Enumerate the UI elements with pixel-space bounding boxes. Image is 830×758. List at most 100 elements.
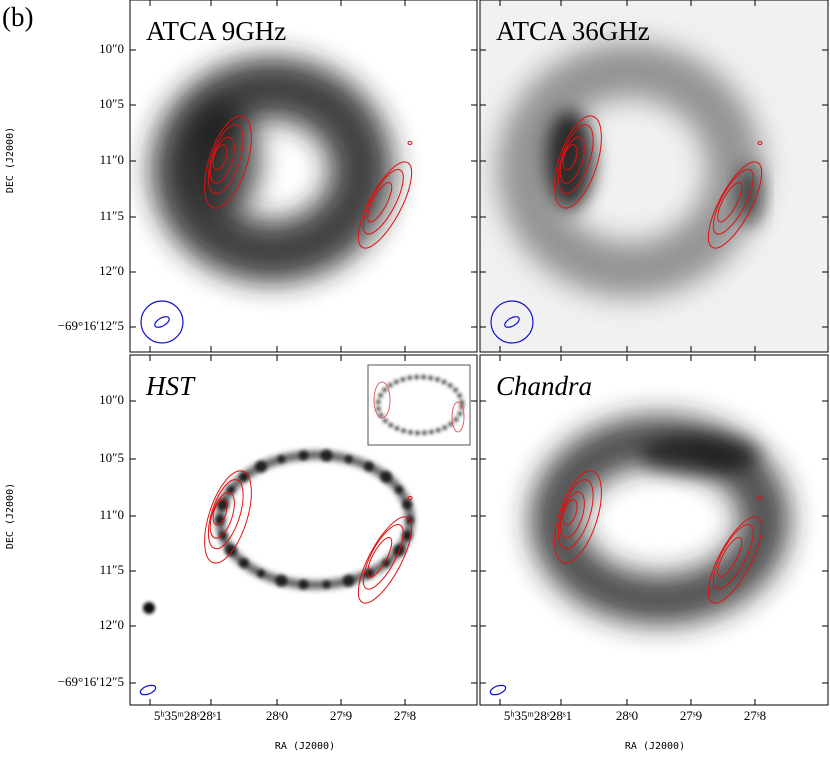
beam [140, 300, 184, 344]
y-tick-label: 12″0 [99, 617, 124, 632]
panel: Chandra [479, 354, 829, 706]
contour [362, 524, 404, 590]
y-tick-label: 11″5 [100, 562, 124, 577]
ring-knot [395, 485, 404, 494]
y-tick-label: −69°16′12″5 [58, 674, 124, 689]
ring-knot [363, 461, 374, 472]
ring-knot [257, 569, 266, 578]
inset-contour [451, 401, 465, 433]
beam [490, 300, 534, 344]
contour [717, 536, 743, 578]
ring-knot [238, 471, 249, 482]
panel-frame [129, 354, 478, 706]
star [143, 602, 155, 614]
x-tick-label: 5ʰ35ᵐ28ˢ2 [154, 708, 206, 723]
ring-knot [298, 579, 309, 590]
contour [712, 524, 754, 590]
beam [154, 316, 170, 328]
panel: ATCA 9GHz [129, 0, 478, 353]
panel-title: ATCA 36GHz [496, 16, 650, 46]
x-tick-label: 28ˢ1 [550, 708, 572, 723]
panel-frame [479, 0, 829, 353]
ring-bright [640, 435, 760, 475]
ring-knot [380, 470, 393, 483]
contour [557, 124, 594, 195]
contour [204, 115, 252, 209]
y-tick-label: 11″0 [100, 152, 124, 167]
y-tick-label: −69°16′12″5 [58, 318, 124, 333]
x-tick-label: 27ˢ8 [394, 708, 416, 723]
ring-knot [402, 530, 413, 541]
contour [554, 115, 602, 209]
contour [559, 491, 585, 539]
y-axis-label: DEC (J2000) [5, 483, 16, 549]
panel: HST [129, 354, 478, 706]
x-tick-label: 27ˢ9 [680, 708, 702, 723]
inset [367, 364, 471, 446]
ring-knot [402, 499, 413, 510]
y-tick-label: 11″0 [100, 507, 124, 522]
contour [562, 499, 578, 526]
ring-knot [255, 460, 268, 473]
y-tick-label: 11″5 [100, 208, 124, 223]
ring-knot [344, 455, 353, 464]
panels: ATCA 9GHz ATCA 36GHz HST Chandra [129, 0, 829, 706]
ring-knot [277, 455, 286, 464]
figure-label: (b) [2, 2, 33, 32]
contour [757, 496, 763, 500]
panel-frame [479, 354, 829, 706]
ring-knot [218, 531, 227, 540]
contour [757, 141, 763, 145]
contour [209, 136, 235, 184]
x-tick-label: 28ˢ0 [616, 708, 638, 723]
panel-title: Chandra [496, 371, 592, 401]
x-tick-label: 28ˢ1 [200, 708, 222, 723]
panel-title: ATCA 9GHz [146, 16, 286, 46]
x-tick-label: 27ˢ8 [744, 708, 766, 723]
contour [357, 516, 413, 604]
contour [712, 169, 754, 235]
ring [530, 415, 790, 625]
panel-frame [129, 0, 478, 353]
y-axis-label: DEC (J2000) [5, 127, 16, 193]
contour [367, 536, 393, 578]
x-axis-label: RA (J2000) [625, 741, 685, 752]
ring-bright [545, 110, 595, 210]
x-tick-label: 28ˢ0 [266, 708, 288, 723]
contour [207, 479, 244, 550]
x-axis-label: RA (J2000) [275, 741, 335, 752]
contour [717, 181, 743, 223]
ring-knot [363, 568, 374, 579]
panel: ATCA 36GHz [479, 0, 829, 353]
contour [204, 470, 252, 564]
contour [562, 144, 578, 171]
contour [212, 499, 228, 526]
panel-image [480, 0, 828, 352]
ring-knot [320, 449, 333, 462]
panel-image [140, 57, 413, 344]
y-tick-label: 10″5 [99, 450, 124, 465]
ring-knot [215, 515, 225, 525]
contour [554, 470, 602, 564]
panel-image [489, 415, 790, 696]
y-tick-label: 10″0 [99, 392, 124, 407]
ring-knot [224, 544, 237, 557]
ring-knot [382, 559, 391, 568]
y-tick-label: 10″5 [99, 96, 124, 111]
contour [209, 491, 235, 539]
contour [559, 136, 585, 184]
x-tick-label: 5ʰ35ᵐ28ˢ2 [504, 708, 556, 723]
contour [707, 161, 763, 249]
ring [151, 57, 393, 283]
panel-title: HST [145, 371, 196, 401]
contour [357, 161, 413, 249]
contour [407, 496, 413, 500]
contour [557, 479, 594, 550]
contour [212, 144, 228, 171]
x-tick-label: 27ˢ9 [330, 708, 352, 723]
contour [707, 516, 763, 604]
beam [489, 684, 507, 696]
panel-image [139, 364, 471, 696]
contour [367, 181, 393, 223]
